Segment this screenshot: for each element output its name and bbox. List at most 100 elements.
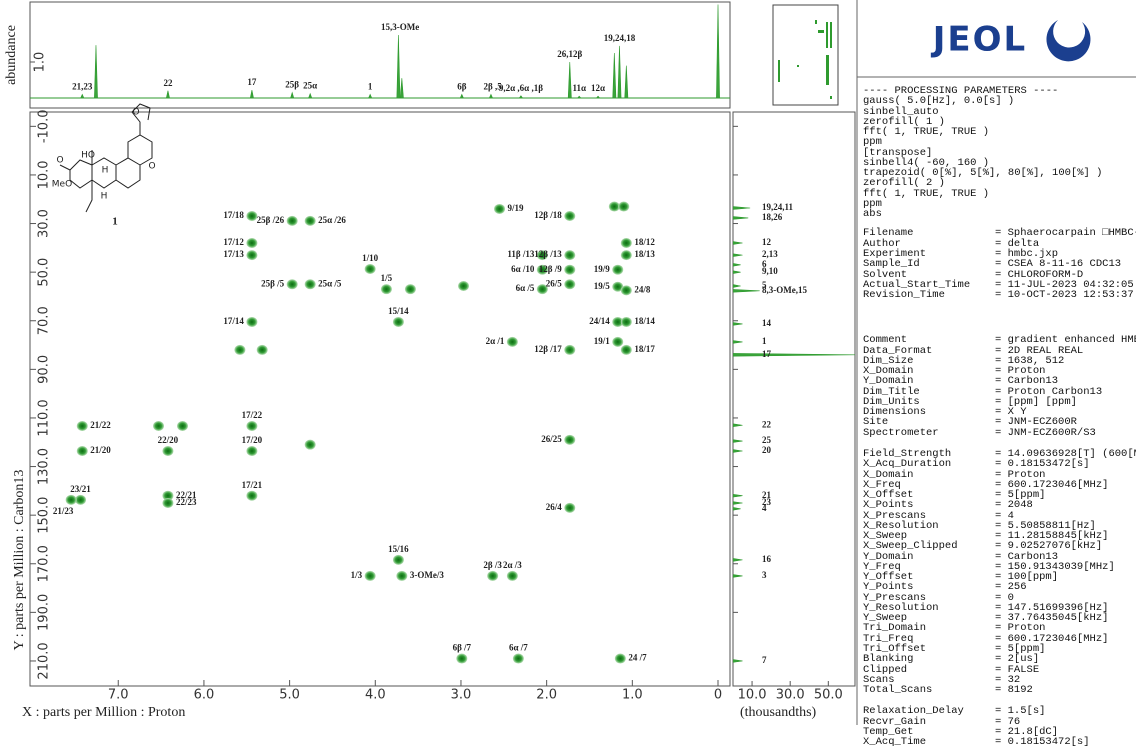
- peak-label: 24/14: [589, 316, 610, 326]
- param-line: Data_Format = 2D REAL REAL: [863, 345, 1136, 356]
- param-separator: =: [995, 258, 1002, 271]
- param-key: Relaxation_Delay: [863, 705, 964, 718]
- cross-peak: [256, 344, 268, 355]
- logo-text: JEOL: [931, 20, 1027, 60]
- param-separator: =: [995, 458, 1002, 471]
- peak-label: 6α /7: [509, 643, 528, 653]
- param-key: Y_Sweep: [863, 612, 908, 625]
- cross-peak: [620, 285, 632, 296]
- cross-peak: [246, 420, 258, 431]
- peak-label: 19/1: [594, 336, 611, 346]
- carbon-peak: [733, 659, 743, 663]
- peak-label: 6α /10: [511, 264, 535, 274]
- carbon-peak: [733, 284, 741, 288]
- param-line: trapezoid( 0[%], 5[%], 80[%], 100[%] ): [863, 168, 1136, 179]
- peak-label: 19/5: [594, 281, 611, 291]
- cross-peak: [506, 570, 518, 581]
- param-key: X_Points: [863, 499, 914, 512]
- proton-label: 2β ,5: [484, 81, 503, 91]
- param-separator: =: [995, 375, 1002, 388]
- param-line: sinbell4( -60, 160 ): [863, 156, 1136, 169]
- param-value: 1.5[s]: [1007, 705, 1046, 718]
- carbon-peak: [733, 558, 743, 562]
- param-line: Y_Freq = 150.91343039[MHz]: [863, 560, 1136, 573]
- cross-peak: [456, 653, 468, 664]
- proton-label: 1: [368, 81, 373, 91]
- param-line: Tri_Domain = Proton: [863, 623, 1136, 634]
- param-separator: =: [995, 334, 1002, 347]
- cross-peak: [304, 279, 316, 290]
- y-tick-label: 190.0: [37, 594, 52, 631]
- cross-peak: [612, 281, 624, 292]
- param-key: Dim_Size: [863, 354, 914, 367]
- param-line: Scans = 32: [863, 674, 1136, 685]
- cross-peak: [564, 434, 576, 445]
- param-line: Tri_Offset = 5[ppm]: [863, 644, 1136, 655]
- param-line: Relaxation_Delay = 1.5[s]: [863, 705, 1136, 718]
- param-key: Tri_Freq: [863, 632, 914, 645]
- param-separator: =: [995, 499, 1002, 512]
- atom-label: O: [132, 108, 139, 118]
- carbon-label: 9,10: [762, 266, 778, 276]
- param-value: 4: [1007, 509, 1014, 522]
- carbon-label: 16: [762, 554, 772, 564]
- param-value: 0: [1007, 591, 1014, 604]
- param-separator: =: [995, 705, 1002, 718]
- carbon-peak: [733, 449, 743, 453]
- param-key: Y_Domain: [863, 550, 914, 563]
- peak-label: 1/10: [362, 253, 379, 263]
- param-line: X_Prescans = 4: [863, 509, 1136, 522]
- param-line: Site = JNM-ECZ600R: [863, 417, 1136, 428]
- cross-peak: [65, 494, 77, 505]
- cross-peak: [392, 316, 404, 327]
- peak-label: 6α /5: [516, 283, 535, 293]
- param-step: sinbell4( -60, 160 ): [863, 156, 990, 169]
- cross-peak: [564, 264, 576, 275]
- y-tick-label: 170.0: [37, 545, 52, 582]
- proton-peak: [308, 92, 313, 99]
- param-line: X_Sweep_Clipped = 9.02527076[kHz]: [863, 541, 1136, 552]
- param-line: zerofill( 2 ): [863, 177, 1136, 190]
- y-tick-label: 90.0: [37, 355, 52, 384]
- param-value: 11-JUL-2023 04:32:05: [1007, 278, 1134, 291]
- peak-label: 21/22: [90, 420, 111, 430]
- carbon-label: 5: [762, 280, 767, 290]
- cross-peak: [487, 570, 499, 581]
- param-key: Dimensions: [863, 406, 927, 419]
- param-value: gradient enhanced HMB: [1007, 334, 1136, 347]
- ring: [131, 103, 151, 135]
- param-value: 76: [1007, 715, 1021, 728]
- proton-peak: [396, 35, 401, 99]
- param-group: Field_Strength = 14.09636928[T] (600[M X_A…: [863, 447, 1136, 696]
- param-key: X_Domain: [863, 468, 914, 481]
- param-separator: =: [995, 653, 1002, 666]
- param-step: ppm: [863, 197, 882, 210]
- param-step: ppm: [863, 136, 882, 149]
- peak-label: 6β /7: [453, 643, 472, 653]
- proton-peak: [290, 91, 295, 99]
- cross-peak: [512, 653, 524, 664]
- x-tick-label: 50.0: [814, 688, 843, 703]
- param-key: Y_Domain: [863, 375, 914, 388]
- y-axis-label: Y : parts per Million : Carbon13: [12, 470, 27, 651]
- param-step: zerofill( 2 ): [863, 177, 945, 190]
- x-tick-label: 7.0: [108, 688, 129, 703]
- param-group: Relaxation_Delay = 1.5[s] Recvr_Gain = 76 Te…: [863, 706, 1136, 747]
- proton-label: 11α: [572, 83, 586, 93]
- proton-peak: [94, 45, 98, 99]
- param-separator: =: [995, 736, 1002, 747]
- proton-peak: [518, 95, 524, 99]
- param-line: Comment = gradient enhanced HMB: [863, 334, 1136, 347]
- x-tick-label: 3.0: [451, 688, 472, 703]
- param-separator: =: [995, 560, 1002, 573]
- param-key: X_Sweep: [863, 530, 908, 543]
- cross-peak: [380, 284, 392, 295]
- param-separator: =: [995, 632, 1002, 645]
- param-line: Field_Strength = 14.09636928[T] (600[M: [863, 447, 1136, 460]
- cross-peak: [286, 215, 298, 226]
- param-value: 150.91343039[MHz]: [1007, 560, 1115, 573]
- param-separator: =: [995, 447, 1002, 460]
- peak-label: 2α /1: [486, 336, 505, 346]
- atom-label: O: [56, 156, 63, 166]
- proton-label: 17: [247, 77, 257, 87]
